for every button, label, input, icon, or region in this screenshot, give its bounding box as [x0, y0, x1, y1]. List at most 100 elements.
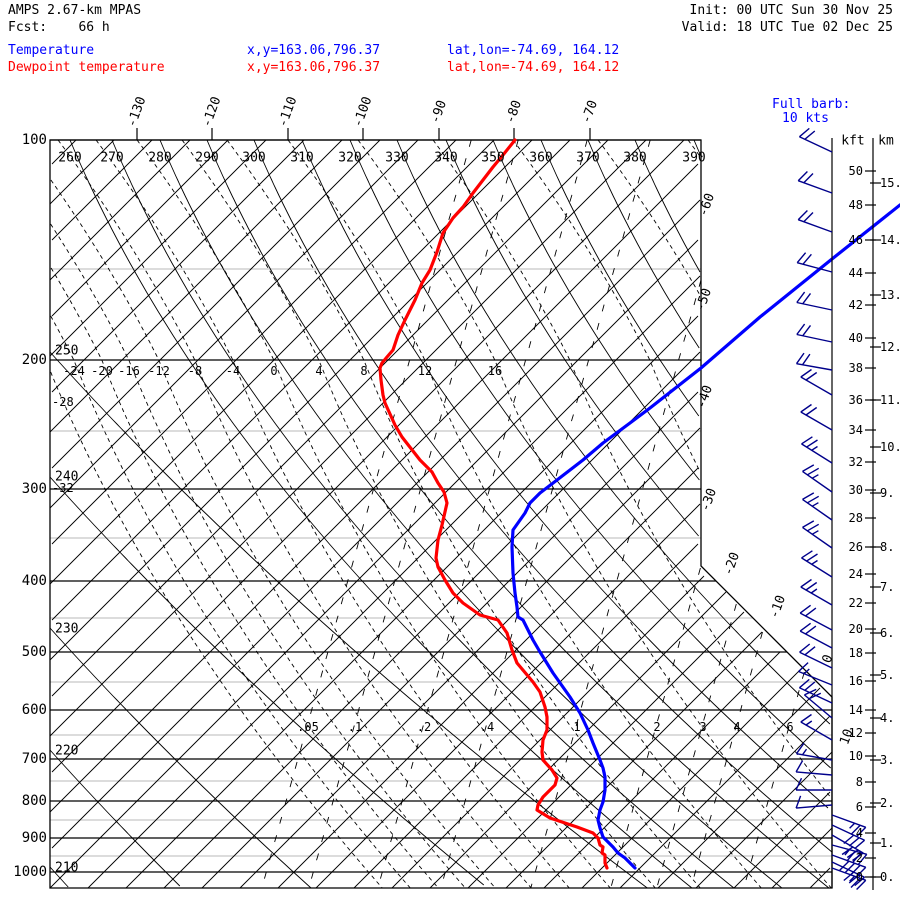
theta-top-label: 330 — [385, 150, 409, 166]
model-title: AMPS 2.67-km MPAS — [8, 3, 142, 18]
kft-tick-label: 44 — [848, 266, 863, 280]
dry-adiabat-line — [396, 139, 831, 725]
forecast-hour: Fcst: 66 h — [8, 20, 110, 35]
moist-adiabat-line — [136, 139, 611, 889]
isotherm-line — [353, 543, 699, 889]
kft-tick-label: 14 — [848, 703, 863, 717]
kft-tick-label: 18 — [848, 646, 863, 660]
theta-top-label: 300 — [242, 150, 266, 166]
kft-tick-label: 48 — [848, 198, 863, 212]
pressure-axis-label: 200 — [21, 352, 47, 368]
isotherm-line — [49, 163, 699, 813]
pressure-axis-label: 300 — [21, 481, 47, 497]
isotherm-line — [201, 391, 699, 889]
isotherm-line — [49, 139, 115, 205]
km-tick-label: 12. — [880, 340, 900, 354]
isotherm-line — [51, 139, 457, 545]
dry-adiabat-line — [492, 139, 700, 481]
wind-barb — [798, 127, 833, 153]
isotherm-line — [771, 827, 833, 889]
kft-tick-label: 32 — [848, 455, 863, 469]
dry-adiabat-line — [111, 139, 735, 889]
theta-top-label: 320 — [338, 150, 362, 166]
dry-adiabat-line — [49, 866, 69, 888]
kft-tick-label: 26 — [848, 540, 863, 554]
isotherm-line — [49, 139, 647, 737]
kft-tick-label: 12 — [848, 726, 863, 740]
isotherm-line — [543, 651, 781, 889]
wind-barb — [802, 464, 833, 493]
wind-barb — [802, 520, 833, 549]
wind-barb — [799, 622, 833, 649]
pressure-axis-label: 900 — [21, 830, 47, 846]
mixing-ratio-label: 1 — [573, 720, 581, 734]
mixing-ratio-label: 6 — [786, 720, 794, 734]
km-tick-label: 14. — [880, 233, 900, 247]
isotherm-line — [277, 467, 699, 889]
isotherm-line — [49, 239, 699, 889]
mixing-ratio-label: 4 — [733, 720, 741, 734]
mixing-ratio-label: 3 — [699, 720, 707, 734]
dry-adiabat-line — [301, 139, 829, 809]
kft-tick-label: 8 — [855, 775, 863, 789]
moist-adiabat-line — [50, 371, 383, 889]
mixing-ratio-line — [440, 139, 651, 889]
theta-top-label: 350 — [481, 150, 505, 166]
mixing-ratio-line — [530, 279, 702, 889]
isotherm-line — [49, 139, 191, 281]
moist-adiabat-label: -12 — [148, 364, 170, 378]
km-tick-label: 15. — [880, 176, 900, 190]
mixing-ratio-label: .4 — [479, 720, 495, 734]
wind-barb — [795, 795, 833, 809]
dry-adiabat-line — [540, 139, 700, 417]
dry-adiabat-line — [693, 139, 702, 157]
barb-legend-line2: 10 kts — [782, 111, 829, 126]
dry-adiabat-line — [445, 139, 699, 537]
moist-adiabat-label: 0 — [270, 364, 278, 378]
moist-adiabat-line — [181, 139, 656, 889]
moist-adiabat-line — [687, 139, 701, 157]
dry-adiabat-line — [49, 351, 648, 889]
moist-adiabat-line — [226, 139, 701, 889]
theta-top-label: 340 — [434, 150, 458, 166]
moist-adiabat-label: -8 — [187, 364, 203, 378]
legend-temperature-latlon: lat,lon=-74.69, 164.12 — [447, 43, 620, 58]
moist-adiabat-label: -20 — [91, 364, 113, 378]
isotherm-line — [163, 351, 701, 889]
moist-adiabat-label: -4 — [225, 364, 241, 378]
wind-barb — [796, 323, 833, 343]
dry-adiabat-line — [634, 139, 701, 273]
isotherm-line — [51, 139, 153, 241]
moist-adiabat-label: 12 — [417, 364, 433, 378]
kft-tick-label: 6 — [855, 800, 863, 814]
dry-adiabat-line — [159, 139, 783, 889]
isotherm-line — [315, 503, 701, 889]
isotherm-line — [239, 427, 701, 889]
wind-barb — [800, 578, 833, 606]
pressure-axis-label: 800 — [21, 793, 47, 809]
pressure-axis-label: 600 — [21, 702, 47, 718]
wind-barb — [831, 814, 867, 837]
km-tick-label: 13. — [880, 288, 900, 302]
wind-barb — [797, 171, 833, 194]
pressure-axis-label: 400 — [21, 573, 47, 589]
km-tick-label: 1. — [880, 836, 895, 850]
legend-dewpoint-xy: x,y=163.06,796.37 — [247, 60, 381, 75]
mixing-ratio-line — [308, 139, 519, 889]
moist-adiabat-line — [50, 267, 439, 889]
theta-top-label: 280 — [148, 150, 172, 166]
wind-barb — [796, 291, 833, 311]
isotherm-line — [49, 139, 267, 357]
theta-top-label: 260 — [58, 150, 82, 166]
mixing-ratio-label: .05 — [297, 720, 319, 734]
moist-adiabat-line — [50, 223, 466, 889]
kft-tick-label: 40 — [848, 331, 863, 345]
mixing-ratio-label: .2 — [416, 720, 432, 734]
pressure-axis-label: 1000 — [13, 864, 47, 880]
wind-barb — [831, 854, 867, 877]
legend-dewpoint-label: Dewpoint temperature — [8, 60, 165, 75]
mixing-ratio-label: .1 — [347, 720, 363, 734]
isotherm-line — [581, 667, 803, 889]
moist-adiabat-label: 16 — [487, 364, 503, 378]
wind-barb — [831, 867, 867, 890]
